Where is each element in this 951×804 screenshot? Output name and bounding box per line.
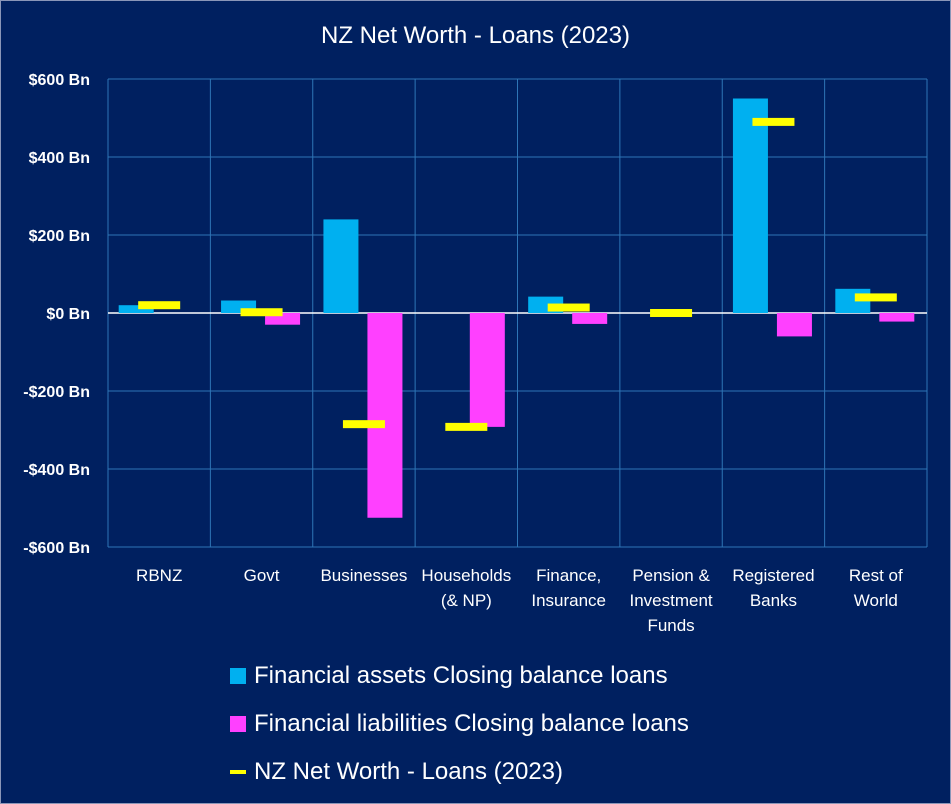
legend-swatch-assets	[230, 668, 246, 684]
marker-net-worth-5	[650, 309, 693, 317]
legend-item-net-worth: NZ Net Worth - Loans (2023)	[230, 748, 689, 796]
bar-liabilities-2	[367, 313, 403, 518]
y-tick-label-1: $400 Bn	[29, 150, 90, 167]
x-tick-label-0-0: RBNZ	[136, 566, 182, 585]
x-tick-label-5-1: Investment	[629, 591, 712, 610]
x-tick-label-3-0: Households	[421, 566, 511, 585]
y-tick-label-0: $600 Bn	[29, 72, 90, 89]
legend-label-liabilities: Financial liabilities Closing balance lo…	[254, 710, 689, 737]
legend-marker-net-worth	[230, 770, 246, 774]
bar-liabilities-6	[776, 313, 812, 337]
bar-liabilities-7	[879, 313, 915, 322]
bar-liabilities-3	[469, 313, 505, 427]
x-tick-label-5-2: Funds	[647, 616, 694, 635]
y-tick-label-3: $0 Bn	[46, 306, 90, 323]
marker-net-worth-4	[547, 303, 590, 312]
x-tick-label-5-0: Pension &	[632, 566, 710, 585]
bar-liabilities-1	[265, 313, 301, 325]
legend-item-liabilities: Financial liabilities Closing balance lo…	[230, 700, 689, 748]
chart-title: NZ Net Worth - Loans (2023)	[320, 22, 630, 49]
marker-net-worth-2	[342, 420, 385, 429]
legend-swatch-liabilities	[230, 716, 246, 732]
bar-assets-6	[732, 98, 768, 313]
y-tick-label-4: -$200 Bn	[23, 384, 90, 401]
x-tick-label-4-0: Finance,	[536, 566, 601, 585]
x-tick-label-6-0: Registered	[732, 566, 814, 585]
marker-net-worth-7	[854, 293, 897, 302]
marker-net-worth-6	[752, 117, 795, 126]
marker-net-worth-1	[240, 308, 283, 317]
x-tick-label-7-0: Rest of	[849, 566, 903, 585]
y-tick-label-6: -$600 Bn	[23, 540, 90, 557]
bar-liabilities-4	[572, 313, 608, 324]
x-tick-label-2-0: Businesses	[320, 566, 407, 585]
x-tick-label-7-1: World	[854, 591, 898, 610]
y-tick-label-2: $200 Bn	[29, 228, 90, 245]
bar-assets-0	[118, 305, 154, 313]
legend-label-assets: Financial assets Closing balance loans	[254, 662, 668, 689]
y-tick-label-5: -$400 Bn	[23, 462, 90, 479]
marker-net-worth-3	[445, 422, 488, 431]
x-tick-label-4-1: Insurance	[531, 591, 606, 610]
x-tick-label-6-1: Banks	[750, 591, 797, 610]
x-tick-label-1-0: Govt	[244, 566, 280, 585]
marker-net-worth-0	[138, 301, 181, 310]
legend-label-net-worth: NZ Net Worth - Loans (2023)	[254, 758, 564, 785]
bar-assets-2	[323, 219, 359, 313]
chart-legend: Financial assets Closing balance loans F…	[230, 652, 689, 796]
x-tick-label-3-1: (& NP)	[441, 591, 492, 610]
legend-item-assets: Financial assets Closing balance loans	[230, 652, 689, 700]
